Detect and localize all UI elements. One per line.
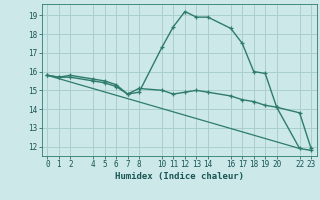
X-axis label: Humidex (Indice chaleur): Humidex (Indice chaleur) xyxy=(115,172,244,181)
